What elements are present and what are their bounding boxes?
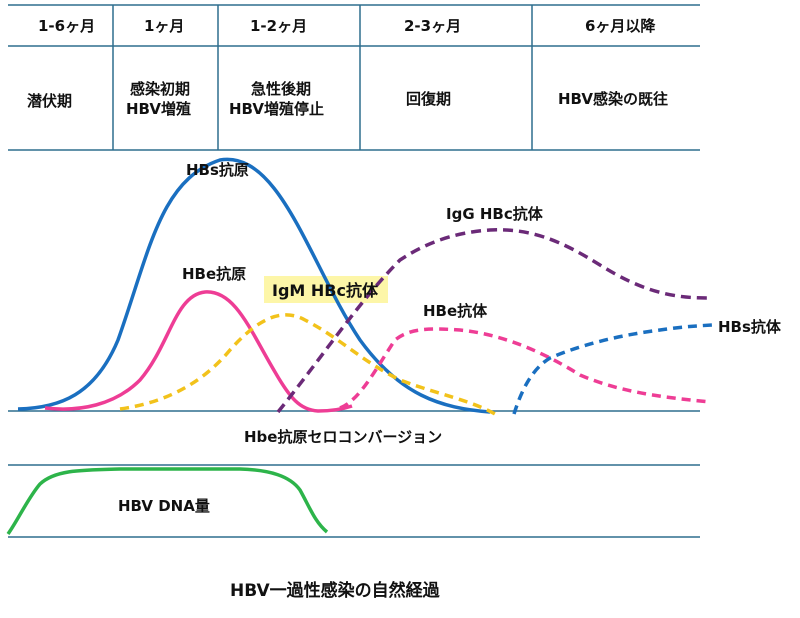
period-1: 1-6ヶ月 [38,17,95,35]
hbs-antigen-label: HBs抗原 [186,161,249,179]
phase-table: 1-6ヶ月 1ヶ月 1-2ヶ月 2-3ヶ月 6ヶ月以降 潜伏期 感染初期 HBV… [8,4,700,151]
figure-title: HBV一過性感染の自然経過 [230,580,441,601]
stage-2-line-1: 感染初期 [130,80,190,98]
period-2: 1ヶ月 [144,17,184,35]
igg-hbc-antibody-curve [276,228,708,414]
stage-2-line-2: HBV増殖 [126,100,191,118]
stage-3-line-2: HBV増殖停止 [229,100,324,118]
period-3: 1-2ヶ月 [250,17,307,35]
stage-3-line-1: 急性後期 [251,80,311,98]
stage-4-line-1: 回復期 [406,90,451,108]
period-4: 2-3ヶ月 [404,17,461,35]
igm-hbc-antibody-label: IgM HBc抗体 [272,281,379,300]
hbs-antigen-curve [17,157,491,414]
period-5: 6ヶ月以降 [585,17,656,35]
hbe-antibody-curve [339,327,711,410]
hbv-dna-curve [6,467,329,536]
hbe-antibody-label: HBe抗体 [423,302,488,320]
igg-hbc-antibody-label: IgG HBc抗体 [446,205,544,223]
seroconversion-label: Hbe抗原セロコンバージョン [244,428,442,446]
hbv-dna-label: HBV DNA量 [118,497,210,515]
igm-hbc-antibody-curve [119,313,496,416]
hbe-antigen-label: HBe抗原 [182,265,246,283]
stage-1-line-1: 潜伏期 [27,92,72,110]
hbe-antigen-curve [44,290,353,413]
stage-5-line-1: HBV感染の既往 [558,90,668,108]
hbs-antibody-label: HBs抗体 [718,318,782,336]
hbs-antibody-curve [512,323,713,415]
